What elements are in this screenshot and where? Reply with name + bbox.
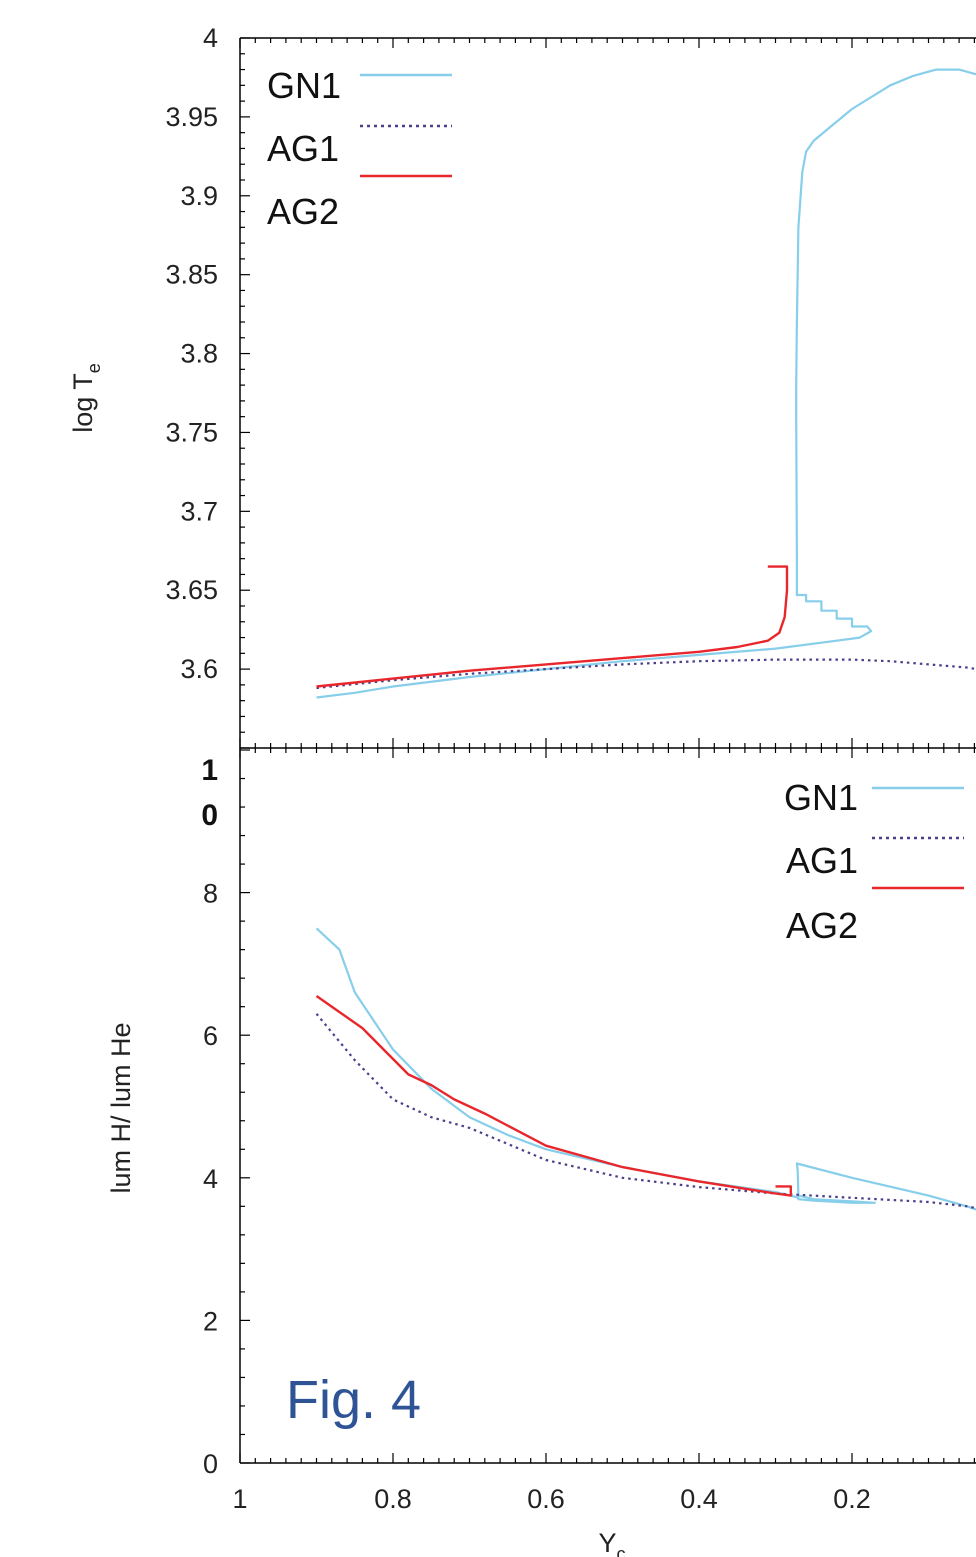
bottom-x-tick-label: 1: [232, 1484, 247, 1514]
bottom-legend: GN1 AG1 AG2: [784, 777, 964, 946]
top-series-ag2: [316, 565, 789, 688]
top-y-tick-label: 3.6: [180, 654, 218, 684]
panel-log-te: 3.6 3.65 3.7 3.75 3.8 3.85 3.9 3.95 4 log Te GN1…: [68, 23, 976, 749]
bottom-legend-label-ag1: AG1: [786, 840, 858, 881]
top-axis-ticks: [239, 37, 976, 749]
bottom-y-tick-label: 4: [203, 1164, 218, 1194]
top-y-tick-labels: 3.6 3.65 3.7 3.75 3.8 3.85 3.9 3.95 4: [165, 23, 218, 684]
top-legend-label-gn1: GN1: [267, 65, 341, 106]
top-y-tick-label: 3.8: [180, 339, 218, 369]
top-y-tick-label: 4: [203, 23, 218, 53]
bottom-axis-ticks: [239, 738, 976, 1464]
bottom-series-gn1: [315, 927, 976, 1211]
top-y-axis-title-main: log T: [68, 373, 98, 433]
bottom-y-tick-label: 8: [203, 879, 218, 909]
bottom-x-axis-title-main: Y: [598, 1528, 616, 1557]
bottom-y-tick-label: 0: [203, 1449, 218, 1479]
bottom-y-tick-labels: 0 2 4 6 8: [203, 879, 218, 1479]
bottom-x-axis-title-sub: c: [617, 1544, 626, 1557]
bottom-legend-label-gn1: GN1: [784, 777, 858, 818]
bottom-y-tick-label: 2: [203, 1306, 218, 1336]
top-y-tick-label: 3.85: [165, 260, 218, 290]
top-series-group: [316, 68, 976, 699]
figure-label: Fig. 4: [286, 1370, 421, 1430]
top-y-tick-label: 3.7: [180, 496, 218, 526]
panel-lum-ratio: 0 2 4 6 8 1 0.8 0.6 0.4 0.2 1 0 lum H/ lum He Yc…: [106, 738, 976, 1557]
top-y-tick-label: 3.95: [165, 102, 218, 132]
top-series-ag1: [316, 658, 976, 690]
top-y-tick-label: 3.75: [165, 417, 218, 447]
bottom-series-ag1: [315, 1013, 976, 1210]
bottom-x-axis-title: Yc: [598, 1528, 625, 1557]
bottom-x-tick-label: 0.6: [527, 1484, 565, 1514]
top-legend-label-ag2: AG2: [267, 191, 339, 232]
top-legend-label-ag1: AG1: [267, 128, 339, 169]
top-y-axis-title-sub: e: [84, 363, 104, 373]
bottom-y-tick-label: 6: [203, 1021, 218, 1051]
top-y-axis-title: log Te: [68, 363, 104, 433]
top-series-gn1: [316, 68, 976, 699]
bottom-y-axis-title: lum H/ lum He: [106, 1022, 136, 1193]
bottom-legend-label-ag2: AG2: [786, 905, 858, 946]
bottom-series-ag2: [315, 995, 792, 1197]
bottom-y-top-label-1: 1: [201, 754, 218, 787]
top-y-tick-label: 3.9: [180, 181, 218, 211]
bottom-x-tick-label: 0.4: [680, 1484, 718, 1514]
top-legend: GN1 AG1 AG2: [267, 65, 452, 232]
top-y-tick-label: 3.65: [165, 575, 218, 605]
bottom-x-tick-label: 0.8: [374, 1484, 412, 1514]
bottom-y-top-label-0: 0: [201, 799, 218, 832]
bottom-x-tick-label: 0.2: [833, 1484, 871, 1514]
bottom-x-tick-labels: 1 0.8 0.6 0.4 0.2: [232, 1484, 870, 1514]
bottom-series-group: [315, 927, 976, 1211]
